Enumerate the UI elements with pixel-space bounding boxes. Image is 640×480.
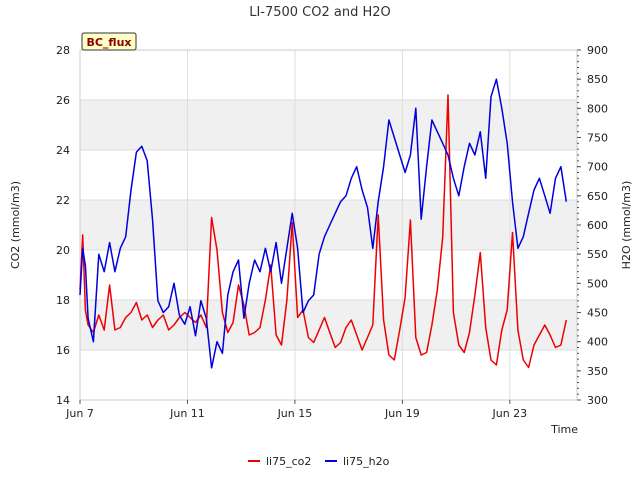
x-axis-label: Time [550, 423, 578, 436]
y-left-tick-label: 20 [56, 244, 70, 257]
y-right-tick-label: 400 [587, 336, 608, 349]
x-tick-label: Jun 11 [169, 407, 205, 420]
series-layer [79, 78, 568, 369]
y-axis-right-label: H2O (mmol/m3) [620, 181, 633, 270]
legend-label-li75_h2o: li75_h2o [343, 455, 390, 468]
series-line-li75_co2 [79, 94, 568, 369]
y-right-tick-label: 350 [587, 365, 608, 378]
y-left-tick-label: 24 [56, 144, 70, 157]
y-right-tick-label: 800 [587, 102, 608, 115]
x-tick-label: Jun 19 [384, 407, 420, 420]
y-right-tick-label: 700 [587, 161, 608, 174]
y-left-tick-label: 26 [56, 94, 70, 107]
x-axis: Jun 7 Jun 11 Jun 15 Jun 19 Jun 23 [65, 400, 527, 420]
y-left-tick-label: 28 [56, 44, 70, 57]
y-left-tick-label: 16 [56, 344, 70, 357]
y-right-tick-label: 550 [587, 248, 608, 261]
y-right-tick-label: 650 [587, 190, 608, 203]
y-right-tick-label: 600 [587, 219, 608, 232]
site-badge-text: BC_flux [86, 36, 131, 49]
y-left-tick-label: 18 [56, 294, 70, 307]
legend: li75_co2 li75_h2o [248, 455, 390, 468]
y-axis-left-label: CO2 (mmol/m3) [9, 181, 22, 269]
x-tick-label: Jun 15 [277, 407, 313, 420]
series-line-li75_h2o [79, 78, 568, 369]
y-right-tick-label: 750 [587, 132, 608, 145]
grid-band [80, 300, 577, 350]
y-right-tick-label: 300 [587, 394, 608, 407]
y-right-tick-label: 900 [587, 44, 608, 57]
y-left-tick-label: 14 [56, 394, 70, 407]
y-left-tick-label: 22 [56, 194, 70, 207]
y-right-tick-label: 850 [587, 73, 608, 86]
y-axis-right: 300 350 400 450 500 550 600 650 700 750 800 850 900 [577, 44, 608, 407]
y-right-tick-label: 450 [587, 307, 608, 320]
grid-band [80, 200, 577, 250]
x-tick-label: Jun 7 [65, 407, 94, 420]
chart-title: LI-7500 CO2 and H2O [249, 5, 391, 20]
site-badge-box [81, 32, 137, 51]
y-right-tick-label: 500 [587, 277, 608, 290]
background-bands [80, 100, 577, 350]
x-tick-label: Jun 23 [491, 407, 527, 420]
y-axis-left: 14 16 18 20 22 24 26 28 [56, 44, 70, 407]
site-badge: BC_flux [81, 32, 137, 51]
grid-band [80, 100, 577, 150]
legend-label-li75_co2: li75_co2 [266, 455, 311, 468]
